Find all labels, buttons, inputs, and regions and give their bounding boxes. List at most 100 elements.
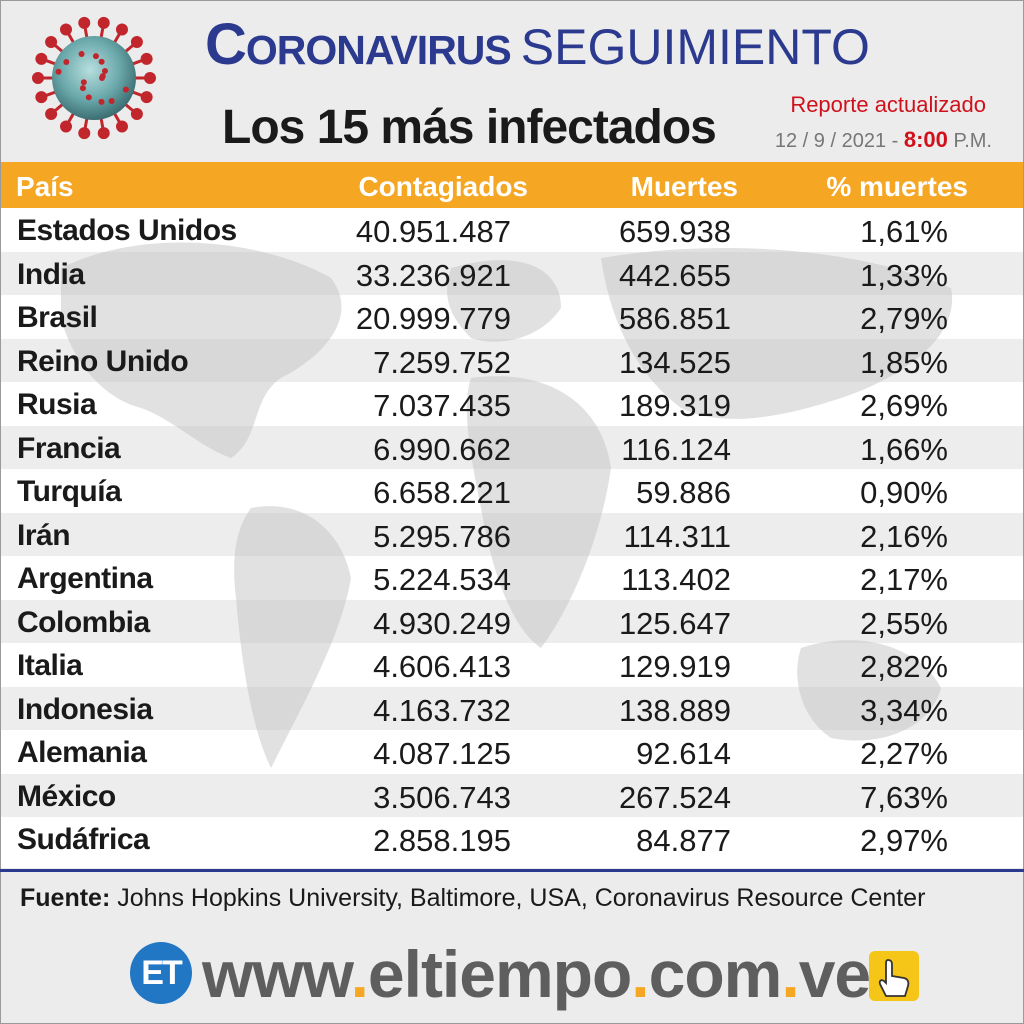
table-cell-country: Rusia (17, 388, 97, 421)
table-row: Colombia 4.930.249 125.647 2,55% (1, 599, 1023, 643)
table-cell-deaths: 267.524 (618, 779, 731, 815)
table-cell-deaths: 442.655 (618, 257, 731, 293)
table-cell-country: Indonesia (17, 692, 153, 726)
subtitle-suffix: más infectados (380, 101, 716, 154)
footer-divider (0, 869, 1024, 872)
table-cell-cases: 7.259.752 (373, 344, 511, 380)
world-map-watermark (61, 242, 953, 768)
table-row: Indonesia 4.163.732 138.889 3,34% (1, 686, 1023, 730)
table-row: Irán 5.295.786 114.311 2,16% (1, 512, 1023, 556)
table-row: Turquía 6.658.221 59.886 0,90% (1, 469, 1023, 513)
table-cell-country: Estados Unidos (17, 214, 237, 247)
table-cell-deaths: 114.311 (623, 518, 731, 554)
table-cell-deaths: 129.919 (618, 649, 731, 684)
url-dot: . (631, 937, 649, 1011)
table-cell-death-rate: 2,69% (860, 388, 948, 423)
table-cell-country: Reino Unido (17, 344, 189, 378)
table-row: Argentina 5.224.534 113.402 2,17% (1, 556, 1023, 600)
table-cell-death-rate: 2,82% (860, 649, 948, 684)
column-header-country: País (16, 171, 74, 202)
table-cell-death-rate: 2,79% (860, 301, 948, 336)
table-row: India 33.236.921 442.655 1,33% (1, 251, 1023, 295)
table-cell-deaths: 92.614 (636, 736, 731, 771)
table-cell-deaths: 125.647 (618, 605, 731, 641)
column-header-deaths: Muertes (630, 171, 738, 202)
table-cell-deaths: 586.851 (618, 301, 731, 336)
brand-footer: ET www.eltiempo.com.ve (130, 937, 930, 1011)
table-cell-country: Francia (17, 431, 121, 465)
table-cell-deaths: 113.402 (621, 562, 731, 597)
table-cell-cases: 20.999.779 (355, 301, 511, 336)
url-part: ve (798, 937, 871, 1011)
table-row: Sudáfrica 2.858.195 84.877 2,97% (1, 817, 1023, 861)
table-cell-deaths: 116.124 (621, 431, 731, 467)
table-cell-death-rate: 1,33% (860, 257, 948, 293)
subtitle-prefix: Los (222, 101, 305, 154)
table-cell-deaths: 659.938 (618, 214, 731, 249)
url-dot: . (350, 937, 369, 1011)
table-cell-country: India (17, 257, 85, 291)
table-row: Estados Unidos 40.951.487 659.938 1,61% (1, 208, 1023, 252)
table-cell-death-rate: 1,66% (860, 431, 948, 467)
table-cell-cases: 4.606.413 (373, 649, 511, 684)
table-cell-country: Italia (17, 649, 83, 682)
table-cell-country: Irán (17, 518, 71, 552)
table-cell-death-rate: 2,16% (860, 518, 948, 554)
table-row: Alemania 4.087.125 92.614 2,27% (1, 730, 1023, 774)
table-cell-deaths: 138.889 (618, 692, 731, 728)
table-cell-country: Brasil (17, 301, 98, 334)
table-cell-deaths: 134.525 (618, 344, 731, 380)
data-table: País Contagiados Muertes % muertes Estad… (1, 162, 1023, 868)
table-row: Reino Unido 7.259.752 134.525 1,85% (1, 338, 1023, 382)
table-cell-country: Turquía (17, 475, 122, 508)
table-cell-cases: 3.506.743 (373, 779, 511, 815)
source-label: Fuente: (20, 884, 111, 912)
pointing-hand-icon (869, 951, 919, 1001)
website-url[interactable]: www.eltiempo.com.ve (202, 936, 871, 1012)
subtitle-number: 15 (316, 101, 369, 154)
table-cell-death-rate: 3,34% (860, 692, 948, 728)
report-date: 12 / 9 / 2021 - (774, 130, 899, 152)
table-cell-deaths: 189.319 (618, 388, 731, 423)
table-cell-death-rate: 2,55% (860, 605, 948, 641)
table-row: Rusia 7.037.435 189.319 2,69% (1, 382, 1023, 426)
table-cell-deaths: 59.886 (636, 475, 731, 510)
source-line: Fuente: Johns Hopkins University, Baltim… (20, 884, 925, 913)
table-cell-country: Alemania (17, 736, 147, 769)
url-part: com (648, 937, 783, 1011)
table-row: Italia 4.606.413 129.919 2,82% (1, 643, 1023, 687)
table-cell-cases: 2.858.195 (373, 823, 511, 858)
table-cell-cases: 4.930.249 (373, 605, 511, 641)
table-cell-death-rate: 1,61% (860, 214, 948, 249)
table-cell-cases: 33.236.921 (355, 257, 511, 293)
page-title: Coronavirus SEGUIMIENTO (205, 16, 870, 74)
title-secondary: SEGUIMIENTO (520, 19, 870, 75)
report-label: Reporte actualizado (790, 92, 986, 117)
table-cell-cases: 6.658.221 (373, 475, 511, 510)
table-body: Estados Unidos 40.951.487 659.938 1,61% Indi… (1, 208, 1023, 861)
report-time: 8:00 (903, 127, 948, 152)
table-header: País Contagiados Muertes % muertes (1, 162, 1023, 208)
table-cell-deaths: 84.877 (636, 823, 731, 858)
table-cell-country: Sudáfrica (17, 823, 150, 856)
column-header-cases: Contagiados (358, 171, 528, 202)
table-cell-country: Colombia (17, 605, 150, 639)
url-dot: . (781, 937, 799, 1011)
table-cell-cases: 7.037.435 (373, 388, 511, 423)
table-cell-death-rate: 7,63% (860, 779, 948, 815)
url-part: www (202, 937, 352, 1011)
table-row: México 3.506.743 267.524 7,63% (1, 773, 1023, 817)
title-primary: Coronavirus (205, 12, 512, 77)
table-cell-death-rate: 1,85% (860, 344, 948, 380)
table-row: Francia 6.990.662 116.124 1,66% (1, 425, 1023, 469)
column-header-death-rate: % muertes (826, 171, 968, 202)
table-cell-country: Argentina (17, 562, 153, 595)
page-subtitle: Los 15 más infectados (222, 100, 717, 155)
report-ampm: P.M. (953, 130, 992, 152)
table-cell-cases: 5.224.534 (373, 562, 511, 597)
table-cell-cases: 5.295.786 (373, 518, 511, 554)
coronavirus-icon (32, 16, 156, 140)
table-cell-death-rate: 0,90% (860, 475, 948, 510)
report-timestamp: 12 / 9 / 2021 - 8:00 P.M. (775, 127, 992, 153)
table-cell-death-rate: 2,17% (860, 562, 948, 597)
